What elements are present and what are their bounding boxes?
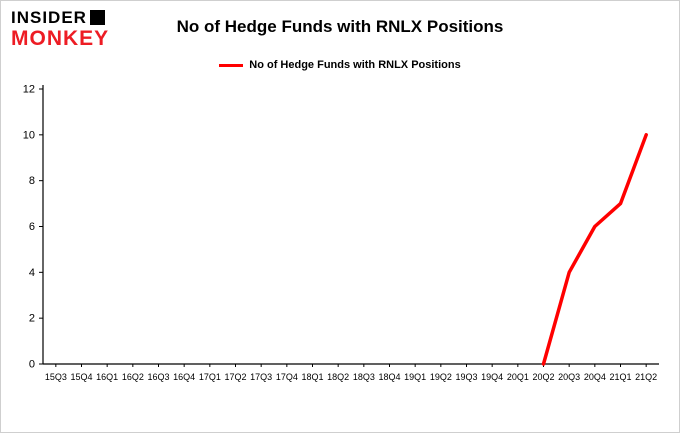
x-tick-label: 17Q1 [199,372,221,382]
x-tick-label: 21Q1 [609,372,631,382]
logo-line1: INSIDER [11,9,109,27]
x-tick-label: 17Q2 [224,372,246,382]
x-tick-label: 16Q2 [122,372,144,382]
x-tick-label: 19Q3 [455,372,477,382]
x-tick-label: 17Q3 [250,372,272,382]
x-tick-label: 18Q3 [353,372,375,382]
x-tick-label: 17Q4 [276,372,298,382]
x-tick-label: 18Q1 [301,372,323,382]
logo-monkey-text: MONKEY [11,26,110,50]
x-tick-label: 16Q3 [147,372,169,382]
x-tick-label: 15Q4 [70,372,92,382]
x-tick-label: 19Q1 [404,372,426,382]
y-tick-label: 10 [23,129,35,141]
x-tick-label: 18Q4 [378,372,400,382]
y-tick-label: 0 [29,359,35,371]
logo-insider-text: INSIDER [11,8,87,27]
y-tick-label: 12 [23,84,35,96]
x-tick-label: 20Q2 [532,372,554,382]
series-line [541,133,648,366]
legend-label: No of Hedge Funds with RNLX Positions [249,59,461,71]
legend: No of Hedge Funds with RNLX Positions [1,59,679,71]
legend-line-swatch [219,63,244,67]
x-tick-label: 20Q4 [584,372,606,382]
x-tick-label: 20Q1 [507,372,529,382]
y-tick-label: 8 [29,175,35,187]
insider-monkey-logo: INSIDER MONKEY [11,9,109,50]
y-tick-label: 2 [29,313,35,325]
x-tick-label: 19Q2 [430,372,452,382]
x-tick-label: 16Q1 [96,372,118,382]
chart-title: No of Hedge Funds with RNLX Positions [176,17,504,36]
x-tick-label: 16Q4 [173,372,195,382]
x-tick-label: 21Q2 [635,372,657,382]
y-tick-label: 6 [29,221,35,233]
x-tick-label: 19Q4 [481,372,503,382]
x-tick-label: 20Q3 [558,372,580,382]
y-tick-label: 4 [29,267,35,279]
logo-monkey-block-icon [89,10,105,26]
x-tick-label: 15Q3 [45,372,67,382]
x-tick-label: 18Q2 [327,372,349,382]
